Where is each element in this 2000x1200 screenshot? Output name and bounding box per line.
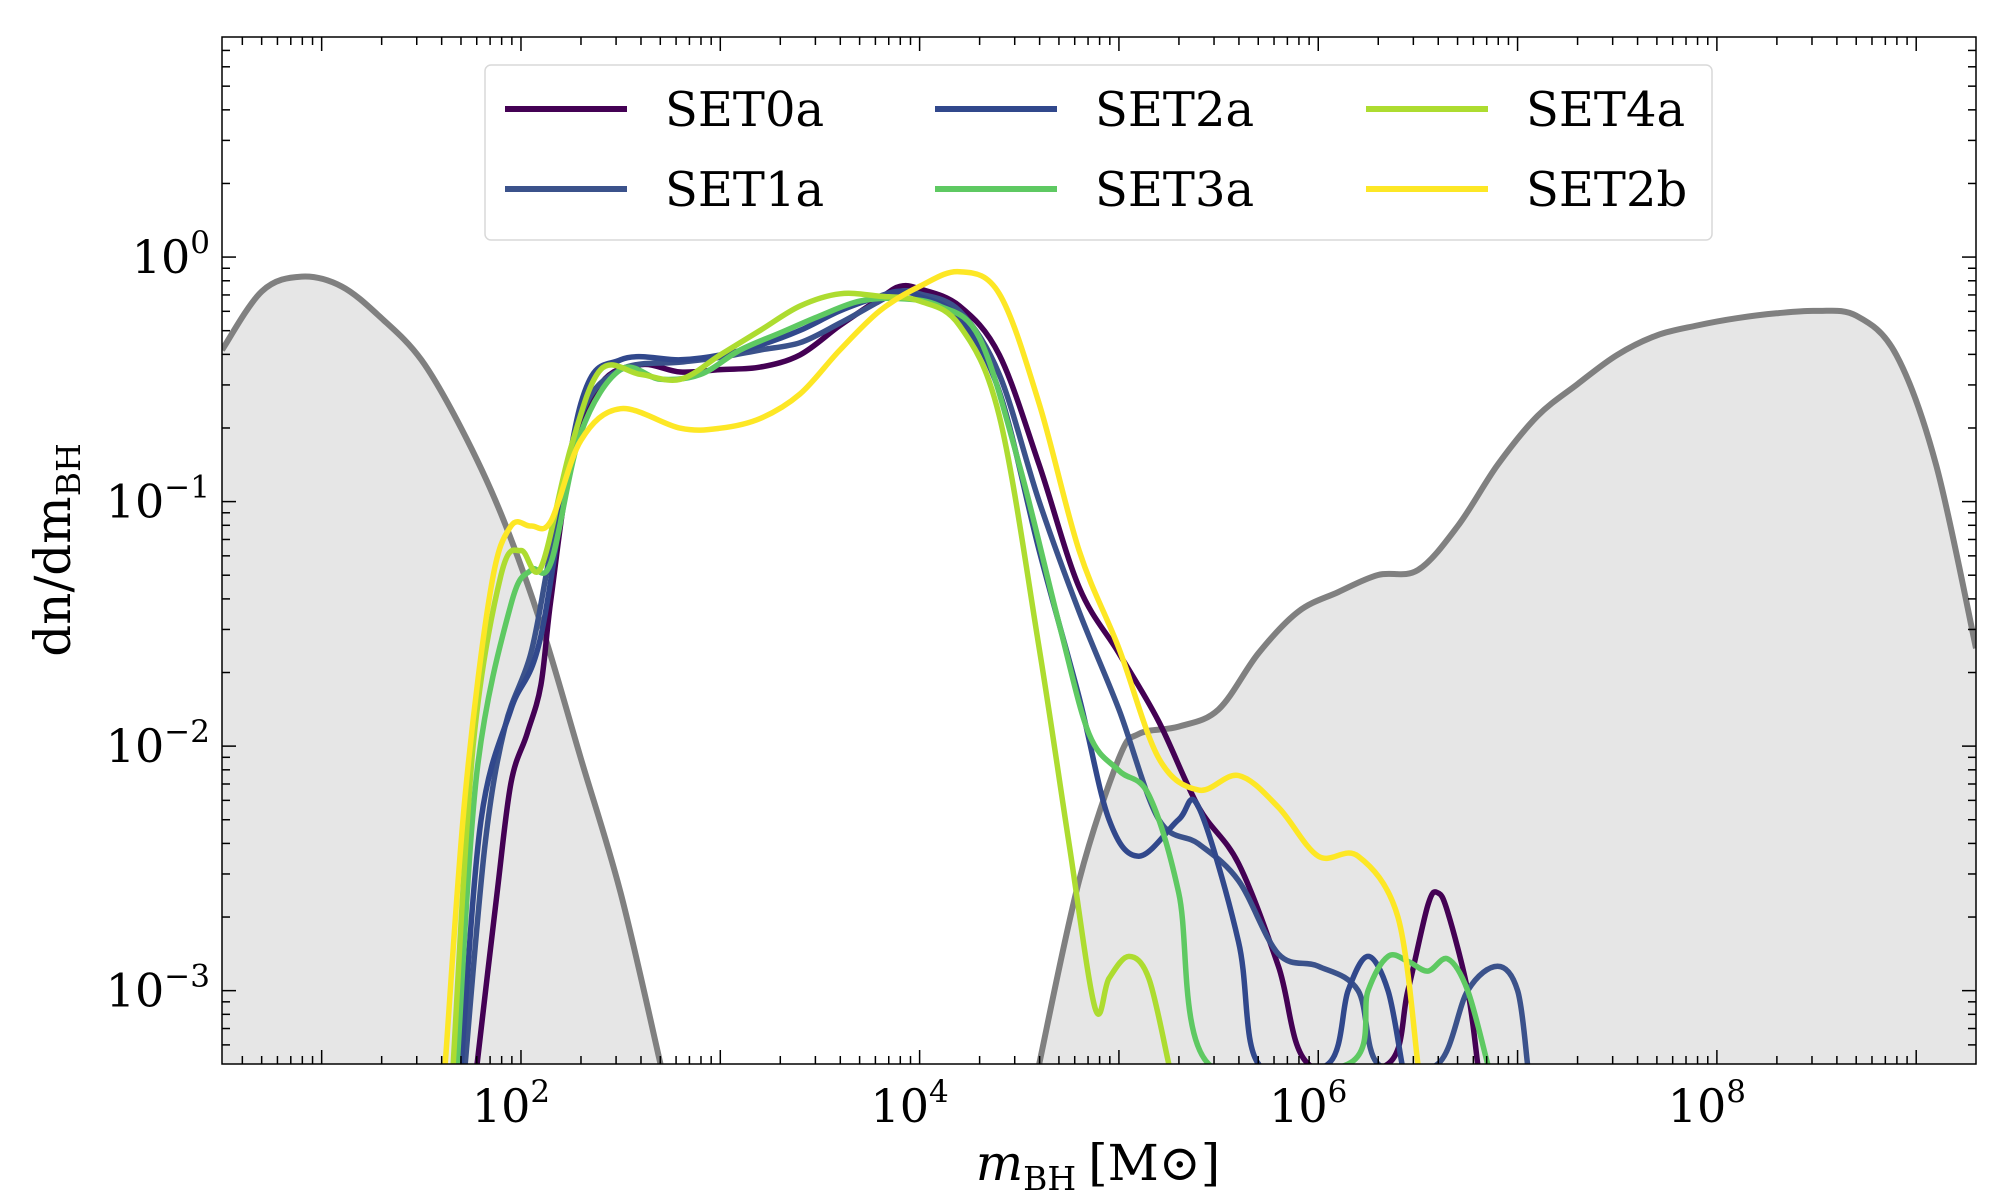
light-seed-distribution-outline [222, 273, 664, 1064]
series-line-set4a [450, 290, 1172, 1064]
svg-text:dn/dmBH: dn/dmBH [24, 443, 88, 657]
legend-item-set1a: SET1a [505, 162, 824, 218]
heavy-seed-distribution-fill [1039, 310, 1976, 1064]
legend-label: SET0a [665, 82, 824, 138]
legend-label: SET2b [1526, 162, 1687, 218]
y-tick-label: 10−2 [106, 714, 210, 773]
legend-label: SET4a [1526, 82, 1685, 138]
shaded-regions [222, 273, 1976, 1064]
y-axis-label-main: dn/dm [24, 496, 82, 656]
legend: SET0a SET1a SET2a SET3a SET4a SET2b [484, 64, 1713, 241]
light-seed-distribution-fill [222, 276, 661, 1064]
x-axis-label-unit: [M⊙] [1088, 1134, 1220, 1192]
series-line-set2b [442, 268, 1421, 1064]
svg-text:mBH[M⊙]: mBH [M⊙] [976, 1134, 1221, 1198]
legend-item-set0a: SET0a [505, 82, 824, 138]
legend-item-set2a: SET2a [935, 82, 1254, 138]
legend-item-set3a: SET3a [935, 162, 1254, 218]
x-tick-label: 102 [472, 1074, 550, 1133]
x-axis-label-sub: BH [1023, 1159, 1076, 1198]
x-tick-label: 106 [1269, 1074, 1347, 1133]
x-axis-label-main: m [976, 1134, 1023, 1192]
y-tick-label: 10−3 [106, 959, 210, 1018]
axis-ticks: 102 104 106 108 100 10−1 10−2 10−3 [106, 37, 1976, 1133]
x-axis-label: mBH [M⊙] [976, 1134, 1221, 1198]
y-axis-label: dn/dmBH [24, 443, 88, 657]
series-line-set3a [454, 295, 1491, 1064]
legend-item-set4a: SET4a [1366, 82, 1685, 138]
x-tick-label: 108 [1668, 1074, 1746, 1133]
y-tick-label: 10−1 [106, 470, 210, 529]
legend-item-set2b: SET2b [1366, 162, 1687, 218]
legend-label: SET1a [665, 162, 824, 218]
legend-label: SET2a [1095, 82, 1254, 138]
legend-label: SET3a [1095, 162, 1254, 218]
x-tick-label: 104 [870, 1074, 948, 1133]
y-axis-label-sub: BH [49, 443, 88, 496]
y-tick-label: 100 [132, 225, 210, 284]
